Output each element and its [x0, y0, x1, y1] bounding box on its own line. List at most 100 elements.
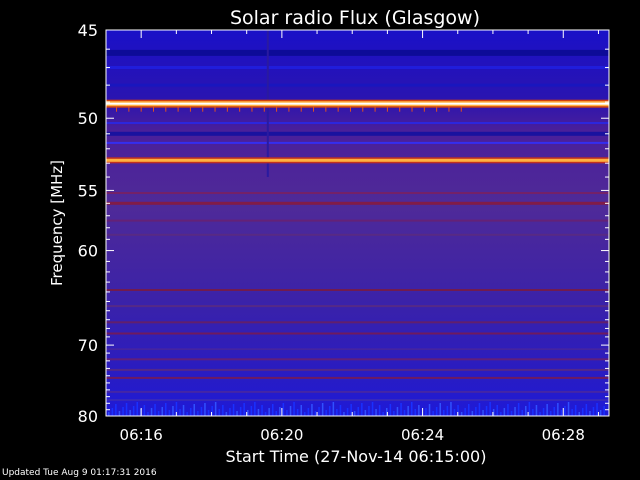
- noise-column: [528, 402, 531, 416]
- noise-column: [435, 407, 438, 416]
- noise-column: [510, 411, 513, 416]
- noise-column: [517, 403, 520, 416]
- noise-column: [239, 407, 242, 416]
- noise-column: [496, 405, 498, 416]
- noise-column: [172, 406, 174, 416]
- spectral-stripe: [106, 289, 609, 291]
- noise-column: [157, 411, 160, 416]
- noise-column: [535, 405, 538, 416]
- noise-column: [578, 412, 580, 416]
- noise-column: [272, 404, 274, 416]
- noise-column: [414, 409, 416, 416]
- noise-column: [521, 410, 523, 416]
- x-tick-label: 06:24: [401, 426, 444, 444]
- spectral-stripe: [106, 192, 609, 194]
- noise-column: [243, 403, 245, 416]
- noise-column: [550, 411, 552, 416]
- noise-column: [589, 411, 591, 416]
- spectral-stripe: [106, 66, 609, 69]
- noise-column: [193, 404, 195, 416]
- noise-column: [147, 412, 149, 416]
- noise-column: [503, 408, 506, 416]
- spectrogram-background: [106, 30, 609, 416]
- noise-column: [111, 408, 114, 416]
- noise-column: [471, 411, 474, 416]
- noise-column: [329, 406, 331, 416]
- x-tick-label: 06:28: [542, 426, 585, 444]
- noise-column: [200, 407, 203, 416]
- y-tick-label: 50: [78, 109, 98, 128]
- noise-column: [314, 411, 317, 416]
- noise-column: [432, 411, 434, 416]
- emission-bands: [106, 99, 609, 164]
- noise-column: [122, 407, 124, 416]
- noise-column: [207, 410, 210, 416]
- noise-column: [571, 409, 573, 416]
- noise-column: [311, 404, 313, 416]
- band-peak: [106, 102, 609, 105]
- spectral-stripe: [106, 368, 609, 371]
- noise-column: [361, 403, 363, 416]
- noise-column: [154, 404, 156, 416]
- noise-column: [564, 406, 566, 416]
- noise-column: [592, 407, 595, 416]
- noise-column: [300, 405, 302, 416]
- noise-column: [375, 409, 377, 416]
- spectral-stripe: [106, 233, 609, 236]
- noise-column: [425, 408, 427, 416]
- noise-column: [407, 406, 409, 416]
- noise-column: [468, 404, 470, 416]
- noise-column: [368, 406, 370, 416]
- noise-column: [460, 412, 463, 416]
- noise-column: [211, 406, 213, 416]
- noise-column: [560, 410, 563, 416]
- noise-column: [532, 409, 534, 416]
- plot-area: [105, 29, 610, 417]
- y-axis: 45 50 55 60 70 80: [78, 21, 609, 426]
- noise-column: [553, 407, 555, 416]
- y-tick-label: 80: [78, 407, 98, 426]
- noise-column: [446, 406, 449, 416]
- x-axis: 06:16 06:20 06:24 06:28: [105, 30, 599, 444]
- noise-column: [325, 410, 327, 416]
- noise-column: [229, 408, 231, 416]
- noise-column: [321, 403, 324, 416]
- y-axis-label: Frequency [MHz]: [48, 160, 66, 286]
- noise-column: [450, 402, 452, 416]
- noise-column: [599, 410, 602, 416]
- x-tick-label: 06:16: [120, 426, 163, 444]
- noise-column: [396, 407, 399, 416]
- noise-column: [222, 405, 224, 416]
- spectral-stripe: [106, 201, 609, 205]
- spectral-stripe: [106, 376, 609, 379]
- noise-column: [546, 404, 548, 416]
- noise-column: [596, 403, 598, 416]
- noise-column: [168, 410, 171, 416]
- noise-column: [439, 403, 441, 416]
- noise-column: [400, 403, 402, 416]
- noise-column: [332, 402, 335, 416]
- noise-column: [118, 411, 121, 416]
- noise-column: [539, 412, 541, 416]
- noise-column: [236, 411, 238, 416]
- noise-column: [225, 412, 228, 416]
- noise-column: [386, 408, 388, 416]
- spectral-stripe: [106, 321, 609, 324]
- noise-column: [403, 410, 406, 416]
- spectral-stripe: [106, 141, 609, 144]
- x-axis-label: Start Time (27-Nov-14 06:15:00): [226, 447, 487, 466]
- noise-column: [371, 402, 374, 416]
- noise-column: [453, 409, 456, 416]
- emission-band: [106, 99, 609, 112]
- noise-column: [289, 406, 292, 416]
- noise-column: [165, 403, 167, 416]
- noise-column: [542, 408, 545, 416]
- noise-column: [482, 410, 484, 416]
- noise-column: [478, 403, 481, 416]
- noise-column: [129, 410, 131, 416]
- noise-column: [264, 412, 267, 416]
- noise-column: [411, 402, 413, 416]
- noise-column: [428, 404, 431, 416]
- noise-column: [275, 411, 277, 416]
